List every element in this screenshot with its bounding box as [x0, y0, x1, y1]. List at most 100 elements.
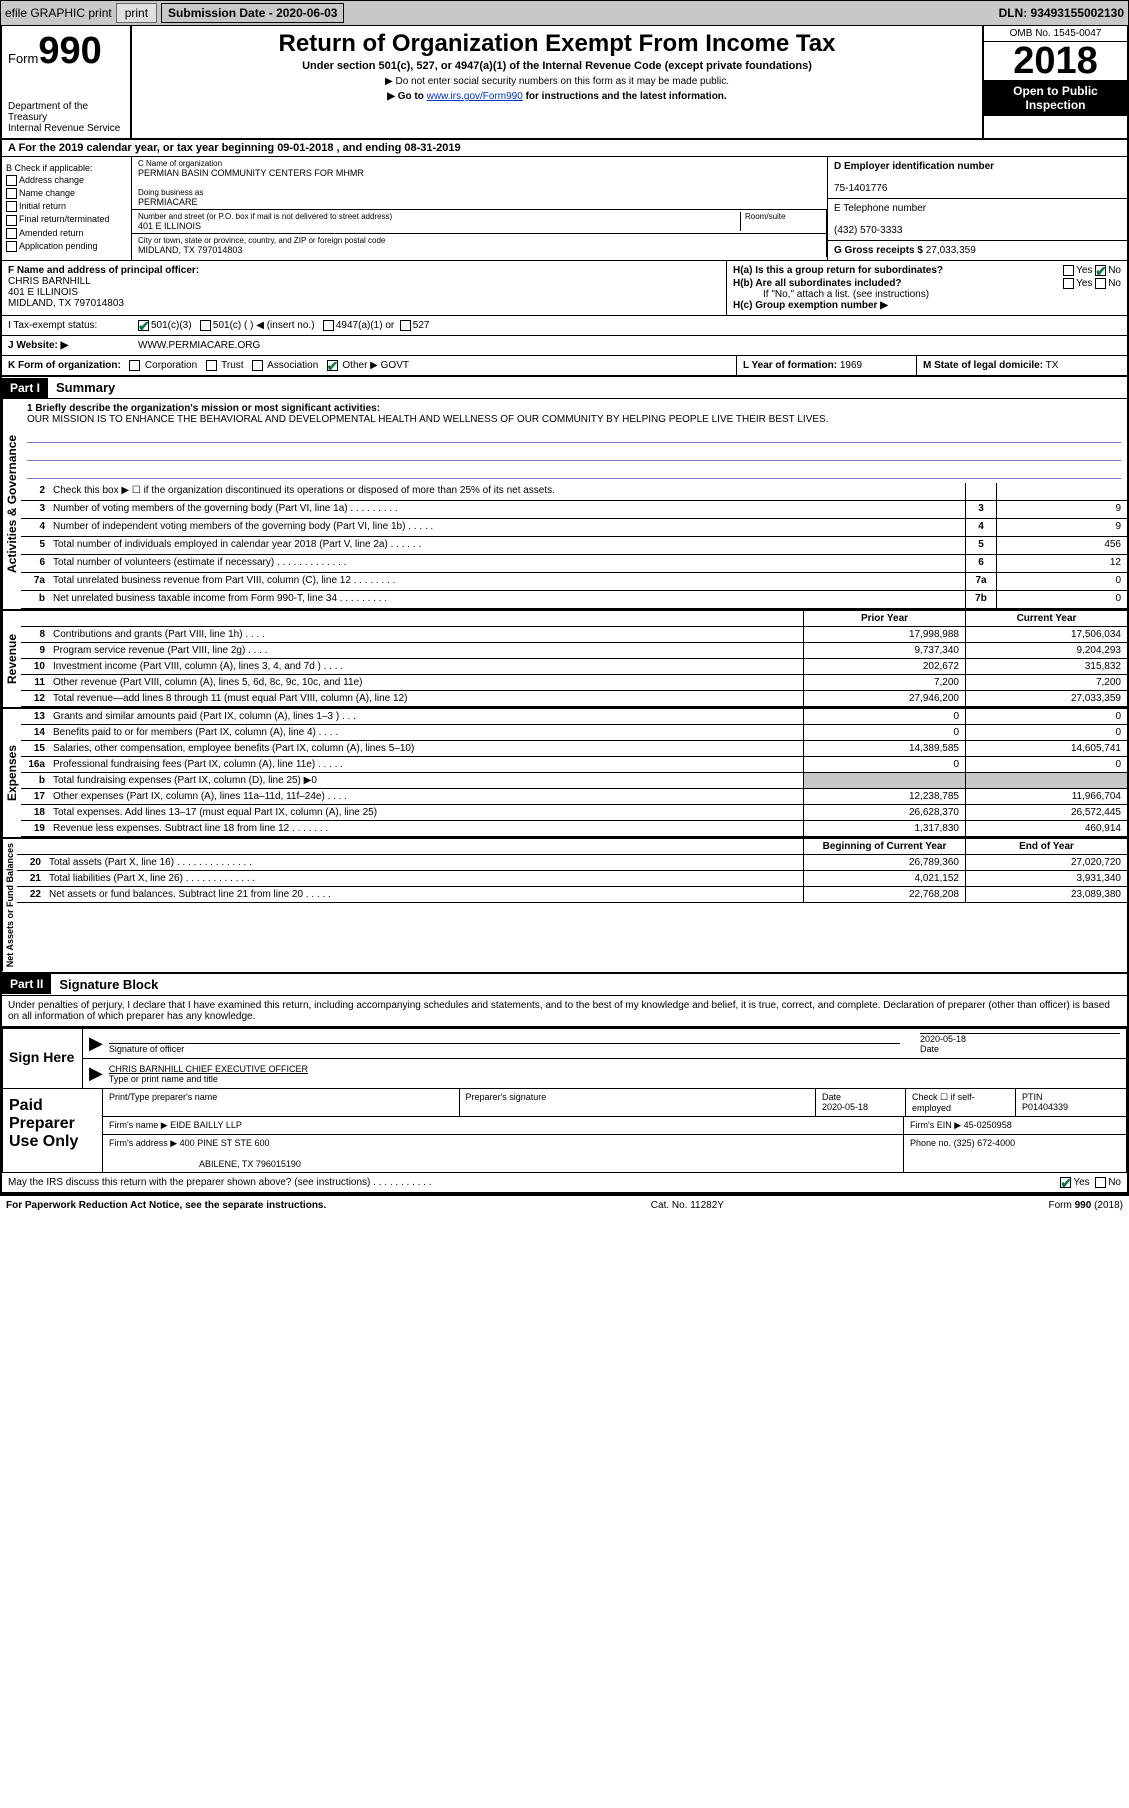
form-number: Form990 — [8, 30, 124, 73]
cb-initial[interactable]: Initial return — [6, 201, 127, 212]
discuss-row: May the IRS discuss this return with the… — [2, 1173, 1127, 1194]
prep-date: 2020-05-18 — [822, 1102, 868, 1112]
row-k-l-m: K Form of organization: Corporation Trus… — [2, 356, 1127, 377]
arrow-icon: ▶ — [89, 1063, 103, 1084]
website-url: WWW.PERMIACARE.ORG — [138, 340, 260, 351]
preparer-title: Paid Preparer Use Only — [3, 1089, 103, 1172]
efile-label: efile GRAPHIC print — [5, 6, 112, 20]
prep-sig-label: Preparer's signature — [460, 1089, 817, 1116]
hb-no[interactable] — [1095, 278, 1106, 289]
note-link: ▶ Go to www.irs.gov/Form990 for instruct… — [140, 91, 974, 102]
section-b-through-g: B Check if applicable: Address change Na… — [2, 157, 1127, 261]
cb-address[interactable]: Address change — [6, 175, 127, 186]
sidebar-revenue: Revenue — [2, 611, 21, 707]
arrow-icon: ▶ — [89, 1033, 103, 1054]
part-1-header: Part ISummary — [2, 377, 1127, 399]
net-assets-section: Net Assets or Fund Balances Beginning of… — [2, 839, 1127, 973]
cb-4947[interactable] — [323, 320, 334, 331]
city: MIDLAND, TX 797014803 — [138, 245, 820, 255]
city-label: City or town, state or province, country… — [138, 236, 820, 245]
firm-name: EIDE BAILLY LLP — [170, 1120, 242, 1130]
note-ssn: ▶ Do not enter social security numbers o… — [140, 76, 974, 87]
hdr-end: End of Year — [965, 839, 1127, 854]
ptin: P01404339 — [1022, 1102, 1068, 1112]
section-f-h: F Name and address of principal officer:… — [2, 261, 1127, 316]
form-body: Form990 Department of the Treasury Inter… — [0, 26, 1129, 1196]
cb-501c[interactable] — [200, 320, 211, 331]
cb-corp[interactable] — [129, 360, 140, 371]
ha-yes[interactable] — [1063, 265, 1074, 276]
mission-text: OUR MISSION IS TO ENHANCE THE BEHAVIORAL… — [27, 414, 829, 425]
row-a-period: A For the 2019 calendar year, or tax yea… — [2, 140, 1127, 157]
revenue-section: Revenue Prior YearCurrent Year 8Contribu… — [2, 611, 1127, 709]
col-b-title: B Check if applicable: — [6, 163, 127, 173]
firm-phone: (325) 672-4000 — [954, 1138, 1016, 1148]
footer-form: Form 990 (2018) — [1049, 1200, 1123, 1211]
cb-assoc[interactable] — [252, 360, 263, 371]
firm-ein: 45-0250958 — [964, 1120, 1012, 1130]
activities-governance: Activities & Governance 1 Briefly descri… — [2, 399, 1127, 611]
cb-pending[interactable]: Application pending — [6, 241, 127, 252]
ha-no[interactable] — [1095, 265, 1106, 276]
expenses-section: Expenses 13Grants and similar amounts pa… — [2, 709, 1127, 839]
hb-note: If "No," attach a list. (see instruction… — [733, 289, 1121, 300]
sidebar-activities: Activities & Governance — [2, 399, 21, 609]
submission-date: Submission Date - 2020-06-03 — [161, 3, 344, 23]
sig-date: 2020-05-18 — [920, 1034, 966, 1044]
hdr-current: Current Year — [965, 611, 1127, 626]
form-title: Return of Organization Exempt From Incom… — [140, 30, 974, 58]
cb-name[interactable]: Name change — [6, 188, 127, 199]
signature-block: Sign Here ▶ Signature of officer 2020-05… — [2, 1027, 1127, 1089]
preparer-block: Paid Preparer Use Only Print/Type prepar… — [2, 1089, 1127, 1173]
footer-cat: Cat. No. 11282Y — [651, 1200, 724, 1211]
top-bar: efile GRAPHIC print print Submission Dat… — [0, 0, 1129, 26]
street: 401 E ILLINOIS — [138, 221, 740, 231]
form-of-org: K Form of organization: Corporation Trus… — [2, 356, 737, 375]
row-i-status: I Tax-exempt status: 501(c)(3) 501(c) ( … — [2, 316, 1127, 336]
prep-name-label: Print/Type preparer's name — [103, 1089, 460, 1116]
page-footer: For Paperwork Reduction Act Notice, see … — [0, 1196, 1129, 1215]
form-subtitle: Under section 501(c), 527, or 4947(a)(1)… — [140, 60, 974, 72]
sidebar-net-assets: Net Assets or Fund Balances — [2, 839, 17, 971]
cb-501c3[interactable] — [138, 320, 149, 331]
dept-label: Department of the Treasury Internal Reve… — [8, 101, 124, 134]
sign-here-label: Sign Here — [3, 1029, 83, 1088]
footer-left: For Paperwork Reduction Act Notice, see … — [6, 1200, 326, 1211]
hdr-beginning: Beginning of Current Year — [803, 839, 965, 854]
phone-block: E Telephone number(432) 570-3333 — [828, 199, 1127, 241]
self-employed-check[interactable]: Check ☐ if self-employed — [906, 1089, 1016, 1116]
cb-trust[interactable] — [206, 360, 217, 371]
part-2-header: Part IISignature Block — [2, 974, 1127, 996]
sig-officer-label: Signature of officer — [109, 1044, 184, 1054]
hdr-prior: Prior Year — [803, 611, 965, 626]
col-c-org-info: C Name of organizationPERMIAN BASIN COMM… — [132, 157, 827, 260]
irs-link[interactable]: www.irs.gov/Form990 — [427, 91, 523, 102]
cb-amended[interactable]: Amended return — [6, 228, 127, 239]
cb-other[interactable] — [327, 360, 338, 371]
street-label: Number and street (or P.O. box if mail i… — [138, 212, 740, 221]
hc-label: H(c) Group exemption number ▶ — [733, 300, 888, 311]
firm-address: 400 PINE ST STE 600 — [180, 1138, 270, 1148]
discuss-no[interactable] — [1095, 1177, 1106, 1188]
dba-name: PERMIACARE — [138, 197, 821, 207]
print-button[interactable]: print — [116, 3, 157, 23]
discuss-yes[interactable] — [1060, 1177, 1071, 1188]
dba-label: Doing business as — [138, 188, 821, 197]
gross-receipts: G Gross receipts $ 27,033,359 — [828, 241, 1127, 260]
col-b-checkboxes: B Check if applicable: Address change Na… — [2, 157, 132, 260]
col-d-e-g: D Employer identification number75-14017… — [827, 157, 1127, 260]
col-h-group: H(a) Is this a group return for subordin… — [727, 261, 1127, 315]
room-label: Room/suite — [745, 212, 820, 221]
tax-year: 2018 — [984, 42, 1127, 80]
state-domicile: M State of legal domicile: TX — [917, 356, 1127, 375]
dln: DLN: 93493155002130 — [999, 6, 1124, 20]
cb-527[interactable] — [400, 320, 411, 331]
cb-final[interactable]: Final return/terminated — [6, 214, 127, 225]
hb-yes[interactable] — [1063, 278, 1074, 289]
ein-block: D Employer identification number75-14017… — [828, 157, 1127, 199]
year-formation: L Year of formation: 1969 — [737, 356, 917, 375]
mission-block: 1 Briefly describe the organization's mi… — [21, 399, 1127, 483]
penalty-statement: Under penalties of perjury, I declare th… — [2, 996, 1127, 1027]
org-name-label: C Name of organization — [138, 159, 821, 168]
public-inspection: Open to Public Inspection — [984, 80, 1127, 116]
